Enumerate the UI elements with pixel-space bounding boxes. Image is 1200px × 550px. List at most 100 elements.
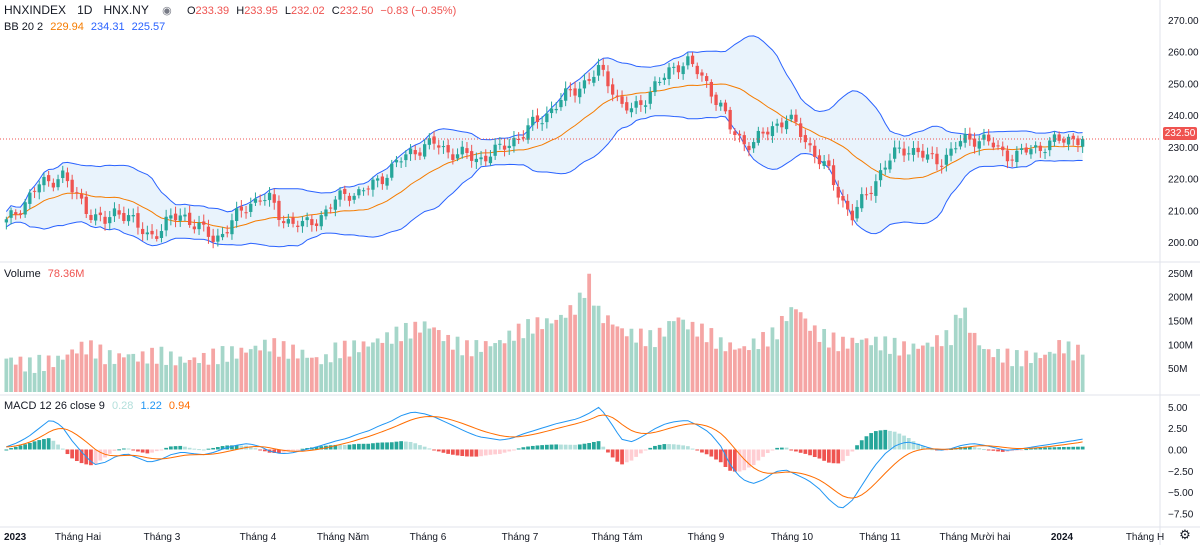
macd-histogram-bar: [1071, 446, 1076, 450]
volume-bar: [775, 339, 780, 392]
candle: [1010, 159, 1014, 161]
volume-bar: [399, 341, 404, 392]
candle: [737, 133, 742, 136]
volume-bar: [455, 336, 460, 392]
candle: [404, 154, 408, 161]
volume-bar: [920, 345, 925, 392]
candle: [56, 179, 60, 188]
candle: [253, 198, 258, 203]
volume-bar: [450, 349, 455, 392]
macd-histogram-bar: [1033, 448, 1038, 450]
macd-histogram-bar: [46, 438, 51, 450]
volume-bar: [540, 329, 545, 392]
volume-bar: [13, 364, 18, 392]
macd-histogram-bar: [436, 449, 441, 452]
candle: [155, 236, 159, 239]
candle: [37, 184, 41, 193]
macd-histogram-bar: [32, 441, 37, 450]
volume-bar: [281, 341, 286, 392]
macd-histogram-bar: [126, 448, 131, 450]
macd-histogram-bar: [13, 446, 18, 450]
candle: [202, 221, 206, 225]
candle: [98, 212, 102, 216]
candle: [399, 161, 403, 163]
eye-icon[interactable]: ◉: [162, 5, 172, 17]
candle: [1052, 134, 1057, 142]
macd-histogram-bar: [441, 449, 446, 453]
macd-histogram-bar: [154, 449, 159, 452]
macd-histogram-bar: [841, 449, 845, 462]
candle: [173, 213, 178, 221]
time-tick-label: Tháng 4: [240, 532, 277, 543]
candle: [460, 146, 464, 155]
macd-histogram-bar: [479, 449, 483, 457]
volume-bar: [488, 346, 493, 392]
volume-bar: [544, 318, 549, 392]
volume-bar: [1061, 353, 1066, 392]
volume-bar: [305, 357, 310, 392]
candle: [1019, 148, 1024, 150]
volume-bar: [587, 273, 592, 392]
time-tick-label: Tháng 3: [144, 532, 181, 543]
candle: [592, 76, 596, 83]
volume-bar: [732, 349, 737, 392]
macd-histogram-bar: [596, 441, 601, 450]
candle: [470, 151, 474, 161]
volume-bar: [859, 339, 864, 392]
candle: [982, 134, 986, 140]
macd-histogram-bar: [747, 449, 751, 468]
volume-bar: [986, 349, 991, 392]
candle: [1005, 150, 1010, 162]
candle: [653, 81, 657, 93]
candle: [780, 122, 784, 128]
volume-bar: [841, 336, 845, 392]
volume-bar: [563, 317, 568, 392]
macd-histogram-bar: [173, 446, 178, 450]
candle: [28, 192, 32, 204]
candle: [639, 100, 643, 105]
macd-histogram-bar: [573, 444, 577, 450]
macd-legend[interactable]: MACD 12 26 close 9 0.28 1.22 0.94: [4, 400, 194, 412]
volume-bar: [352, 340, 357, 392]
volume-bar: [173, 365, 178, 392]
volume-bar: [422, 321, 427, 392]
symbol-name[interactable]: HNXINDEX: [4, 3, 67, 17]
price-tick-label: 250.00: [1168, 79, 1199, 90]
candle: [249, 203, 253, 212]
macd-histogram-bar: [784, 447, 789, 450]
volume-bar: [79, 341, 84, 392]
volume-bar: [1076, 344, 1080, 392]
candle: [860, 194, 864, 209]
candle: [380, 176, 384, 185]
candle: [1029, 149, 1033, 155]
volume-bar: [9, 357, 13, 392]
volume-tick-label: 50M: [1168, 364, 1187, 375]
volume-bar: [371, 342, 375, 392]
macd-histogram-bar: [794, 449, 798, 452]
candle: [559, 100, 563, 108]
volume-bar: [906, 354, 911, 392]
volume-bar: [1066, 341, 1071, 392]
candle: [902, 148, 906, 156]
volume-bar: [46, 355, 51, 392]
volume-bar: [549, 323, 554, 392]
ohlc-low: 232.02: [291, 5, 325, 17]
candle: [944, 154, 948, 165]
interval[interactable]: 1D: [77, 3, 93, 17]
macd-histogram-bar: [812, 449, 817, 458]
gear-icon[interactable]: ⚙: [1179, 527, 1191, 542]
macd-histogram-bar: [732, 449, 737, 472]
candle: [803, 135, 807, 143]
candle: [188, 212, 192, 226]
volume-legend[interactable]: Volume 78.36M: [4, 268, 88, 280]
candle: [742, 135, 746, 145]
candle: [549, 108, 554, 114]
macd-histogram-bar: [493, 449, 498, 455]
macd-histogram-bar: [982, 449, 986, 451]
exchange[interactable]: HNX.NY: [103, 3, 149, 17]
candle: [531, 116, 535, 126]
bb-legend[interactable]: BB 20 2 229.94 234.31 225.57: [4, 21, 169, 33]
macd-histogram-bar: [850, 449, 855, 452]
